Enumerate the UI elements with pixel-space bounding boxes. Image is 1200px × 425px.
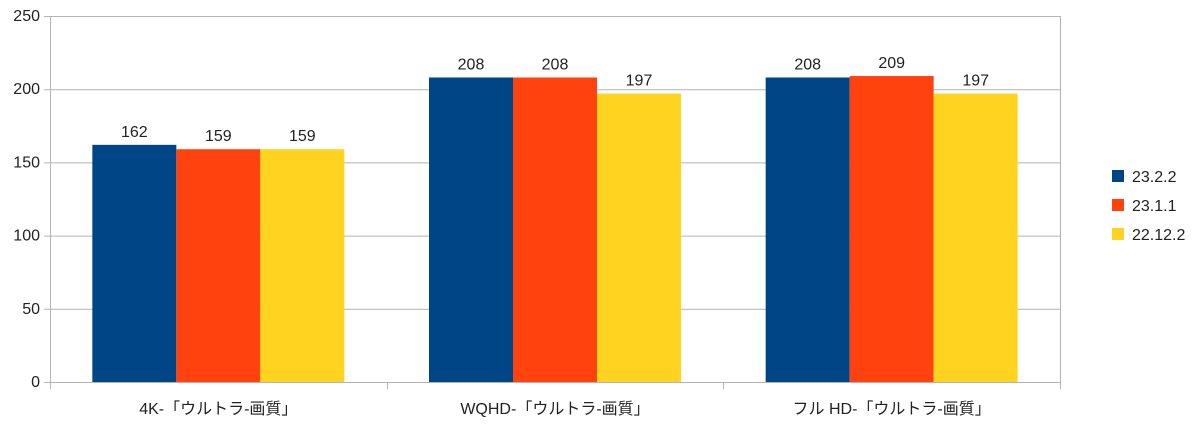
data-label: 208: [542, 56, 569, 73]
data-label: 208: [458, 56, 485, 73]
data-labels: 162 159 159 208 208 197 208 209 197: [121, 55, 989, 145]
bars: [92, 76, 1018, 383]
bar: [260, 149, 345, 382]
bar: [429, 77, 513, 382]
y-tick-labels: 0 50 100 150 200 250: [13, 8, 40, 391]
bar: [176, 149, 261, 382]
y-tick-label: 200: [13, 81, 40, 98]
data-label: 208: [794, 56, 821, 73]
legend-swatch: [1112, 228, 1124, 240]
legend-swatch: [1112, 170, 1124, 182]
y-tick-label: 50: [22, 301, 40, 318]
bar: [597, 93, 681, 382]
legend-label: 23.1.1: [1132, 198, 1177, 215]
bar: [849, 76, 934, 383]
axes: [50, 16, 1061, 389]
legend-swatch: [1112, 199, 1124, 211]
bar: [933, 93, 1018, 382]
legend-label: 23.2.2: [1132, 169, 1177, 186]
bar: [92, 144, 177, 382]
data-label: 159: [205, 128, 232, 145]
data-label: 197: [626, 73, 653, 90]
bar: [513, 77, 597, 382]
category-label: WQHD-「ウルトラ-画質」: [460, 400, 649, 418]
y-tick-label: 250: [13, 8, 40, 25]
data-label: 159: [289, 128, 316, 145]
y-tick-label: 0: [31, 374, 40, 391]
bar: [765, 77, 850, 382]
category-labels: 4K-「ウルトラ-画質」 WQHD-「ウルトラ-画質」 フル HD-「ウルトラ-画質…: [139, 400, 991, 418]
legend: 23.2.2 23.1.1 22.12.2: [1112, 169, 1185, 244]
y-tick-label: 100: [13, 228, 40, 245]
legend-label: 22.12.2: [1132, 227, 1185, 244]
category-label: 4K-「ウルトラ-画質」: [139, 400, 297, 418]
category-label: フル HD-「ウルトラ-画質」: [793, 400, 991, 418]
data-label: 197: [962, 73, 989, 90]
y-tick-label: 150: [13, 154, 40, 171]
data-label: 209: [878, 55, 905, 72]
data-label: 162: [121, 124, 148, 141]
